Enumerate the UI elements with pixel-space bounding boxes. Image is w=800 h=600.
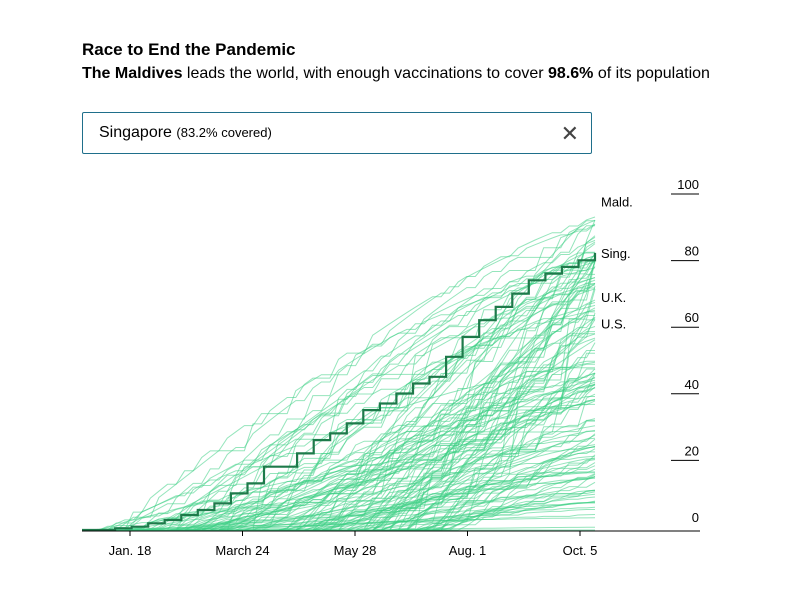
x-tick-label: Jan. 18 [109, 543, 152, 558]
series-labels: Sing. Mald. U.K. U.S. [601, 195, 633, 332]
series-label: Mald. [601, 195, 633, 210]
subtitle-value: 98.6% [548, 65, 594, 82]
x-tick-label: May 28 [334, 543, 377, 558]
country-line [82, 491, 596, 531]
country-line [82, 261, 595, 531]
country-line [82, 255, 596, 531]
country-line [82, 446, 596, 531]
subtitle-lead: The Maldives [82, 65, 183, 82]
country-line [82, 259, 596, 531]
country-line [82, 261, 596, 531]
x-tick-label: March 24 [215, 543, 269, 558]
country-line [82, 223, 596, 531]
close-icon[interactable]: ✕ [560, 121, 579, 146]
axes: Jan. 18 March 24 May 28 Aug. 1 Oct. 5 0 20 40 60… [82, 177, 700, 558]
y-tick-label: 100 [677, 177, 699, 192]
chart-subtitle: The Maldives leads the world, with enoug… [82, 63, 722, 84]
x-tick-label: Aug. 1 [449, 543, 487, 558]
country-line [82, 260, 596, 531]
search-detail: (83.2% covered) [176, 125, 272, 140]
series-label: U.S. [601, 317, 626, 332]
country-line [82, 361, 596, 531]
x-tick-label: Oct. 5 [563, 543, 598, 558]
search-country: Singapore [99, 124, 172, 141]
country-line [82, 277, 596, 531]
country-search-input[interactable]: Singapore (83.2% covered) ✕ [82, 112, 592, 154]
y-tick-label: 80 [685, 244, 699, 259]
subtitle-tail: of its population [593, 65, 710, 82]
country-line [82, 259, 595, 531]
y-tick-label: 20 [685, 443, 699, 458]
highlight-line-group [82, 252, 597, 532]
series-label: U.K. [601, 290, 626, 305]
country-line [82, 267, 596, 531]
country-line [82, 437, 596, 531]
y-tick-label: 60 [685, 310, 699, 325]
subtitle-mid: leads the world, with enough vaccination… [182, 65, 549, 82]
chart-title: Race to End the Pandemic [82, 40, 296, 59]
y-tick-label: 0 [692, 510, 699, 525]
background-country-lines [82, 216, 596, 531]
series-label: Sing. [601, 246, 631, 261]
search-value: Singapore (83.2% covered) [99, 124, 272, 142]
singapore-line [82, 252, 597, 532]
country-line [82, 438, 596, 531]
y-tick-label: 40 [685, 377, 699, 392]
